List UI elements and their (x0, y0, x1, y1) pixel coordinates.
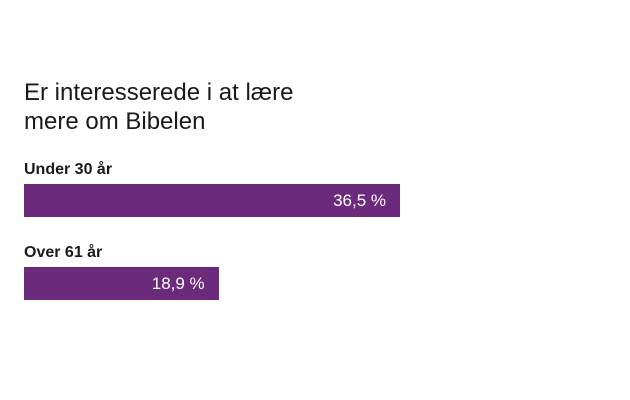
bar-track-over-61: 18,9 % (24, 267, 564, 300)
value-label-under-30: 36,5 % (333, 191, 386, 210)
chart-title-line-2: mere om Bibelen (24, 108, 206, 135)
bar-over-61: 18,9 % (24, 267, 219, 300)
bar-row-over-61: Over 61 år 18,9 % (24, 243, 584, 300)
category-label-over-61: Over 61 år (24, 244, 103, 261)
chart-title: Er interesserede i at lære mere om Bibel… (24, 78, 384, 136)
chart-title-line-1: Er interesserede i at lære (24, 79, 294, 106)
bar-under-30: 36,5 % (24, 184, 400, 217)
bar-row-under-30: Under 30 år 36,5 % (24, 160, 584, 217)
value-label-over-61: 18,9 % (151, 274, 205, 293)
bar-track-under-30: 36,5 % (24, 184, 564, 217)
category-label-under-30: Under 30 år (24, 161, 113, 178)
